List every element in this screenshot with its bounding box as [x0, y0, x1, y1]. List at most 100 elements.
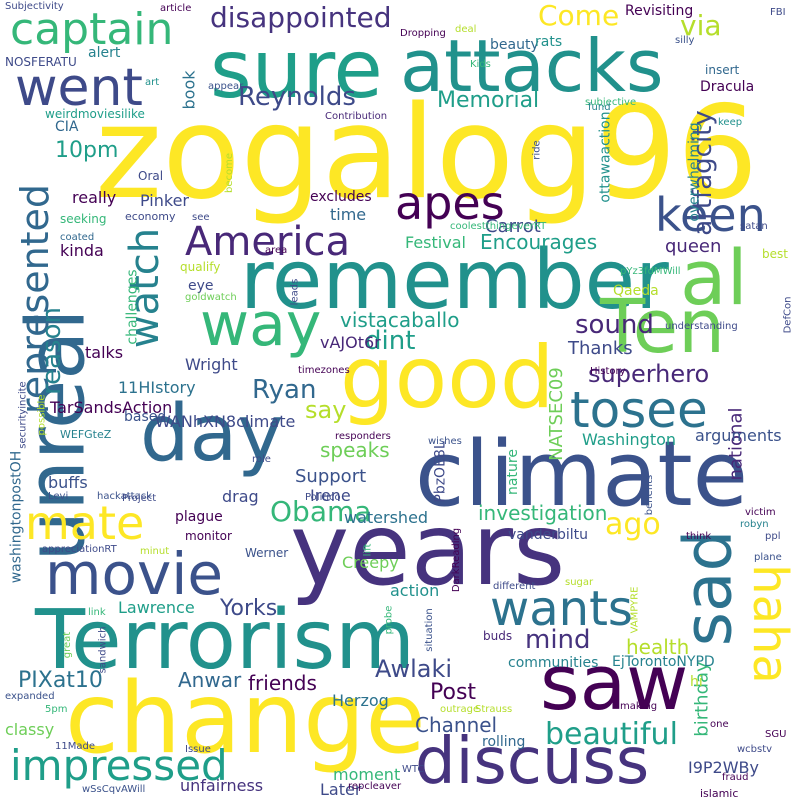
cloud-word: keep — [718, 117, 743, 128]
cloud-word: speaks — [320, 438, 390, 462]
cloud-word: see — [192, 212, 210, 223]
cloud-word: arguments — [695, 426, 782, 445]
cloud-word: VAMPYRE — [629, 586, 641, 634]
cloud-word: communities — [508, 655, 599, 671]
cloud-word: area — [265, 245, 288, 256]
cloud-word: Irene — [310, 486, 351, 505]
cloud-word: haha — [741, 564, 798, 684]
cloud-word: plague — [175, 509, 223, 525]
cloud-word: moment — [333, 765, 401, 784]
cloud-word: possible — [36, 394, 48, 436]
cloud-word: repcleaver — [348, 781, 402, 792]
cloud-word: plane — [754, 552, 782, 563]
cloud-word: watershed — [344, 508, 429, 527]
cloud-word: hi — [690, 674, 703, 690]
cloud-word: wants — [490, 581, 633, 637]
cloud-word: time — [330, 205, 367, 224]
cloud-word: alert — [88, 45, 121, 61]
cloud-word: washingtonpostOH — [8, 450, 25, 584]
cloud-word: way — [200, 290, 322, 360]
cloud-word: art — [145, 77, 160, 88]
cloud-word: goldwatch — [185, 292, 237, 303]
cloud-word: ppl — [765, 531, 781, 542]
cloud-word: subjective — [585, 97, 637, 108]
cloud-word: WTC — [402, 764, 425, 775]
cloud-word: day — [140, 389, 284, 479]
cloud-word: mind — [525, 625, 591, 655]
cloud-word: situation — [423, 608, 435, 652]
cloud-word: saw — [540, 638, 689, 727]
cloud-word: nature — [504, 449, 521, 495]
cloud-word: apes — [395, 176, 505, 230]
cloud-word: victim — [745, 507, 776, 518]
cloud-word: coolestthingeverRT — [450, 221, 547, 232]
cloud-word: outrage — [440, 704, 480, 715]
cloud-word: buds — [483, 629, 513, 643]
cloud-word: best — [762, 247, 788, 261]
cloud-word: CIA — [55, 119, 79, 135]
cloud-word: wishes — [428, 436, 462, 447]
cloud-word: appear — [208, 81, 244, 92]
cloud-word: sad — [669, 529, 747, 647]
cloud-word: WANhXN8climate — [155, 412, 296, 431]
cloud-word: Thanks — [568, 338, 633, 359]
cloud-word: Anwar — [178, 668, 242, 692]
cloud-word: change — [65, 662, 426, 776]
cloud-word: responders — [335, 431, 391, 442]
cloud-word: Oral — [138, 169, 164, 183]
cloud-word: Pinker — [140, 191, 189, 210]
cloud-word: challenges — [124, 269, 141, 345]
cloud-word: sound — [575, 310, 654, 340]
cloud-word: fund — [588, 102, 611, 113]
cloud-word: overwhelming — [686, 122, 703, 222]
cloud-word: Werner — [245, 546, 289, 560]
cloud-word: excludes — [310, 189, 372, 205]
cloud-word: silly — [675, 35, 695, 46]
cloud-word: Project — [122, 493, 157, 504]
cloud-word: 10pm — [55, 138, 119, 163]
cloud-word: 11Made — [55, 741, 95, 752]
cloud-word: timezones — [298, 365, 350, 376]
cloud-word: great — [62, 631, 74, 659]
cloud-word: Wright — [185, 355, 238, 374]
cloud-word: wcbstv — [737, 744, 773, 755]
cloud-word: NATSEC09 — [545, 367, 567, 461]
cloud-word: remember — [240, 233, 669, 328]
cloud-word: superhero — [588, 360, 710, 388]
cloud-word: qualify — [180, 260, 221, 274]
cloud-word: Revisiting — [625, 3, 694, 19]
cloud-word: benefits — [644, 474, 656, 516]
cloud-word: deal — [455, 24, 477, 35]
cloud-word: lift — [362, 543, 374, 557]
cloud-word: vanderbiltu — [508, 527, 589, 543]
cloud-word: PIXat10 — [18, 668, 103, 693]
cloud-word: eye — [188, 278, 214, 294]
cloud-word: went — [15, 58, 143, 118]
cloud-word: Ten — [600, 284, 726, 370]
cloud-word: mate — [25, 496, 145, 550]
cloud-word: Obama — [270, 495, 372, 528]
cloud-word: one — [710, 719, 729, 730]
cloud-word: unfairness — [180, 776, 264, 795]
cloud-word: 11HIstory — [118, 378, 196, 397]
cloud-word: classy — [5, 720, 55, 739]
cloud-word: link — [88, 607, 106, 618]
cloud-word: queen — [665, 236, 722, 257]
cloud-word: kinda — [60, 241, 104, 260]
cloud-word: action — [390, 581, 440, 600]
cloud-word: fraud — [722, 772, 749, 783]
cloud-word: I9P2WBy — [688, 758, 759, 777]
cloud-word: coated — [60, 232, 95, 243]
cloud-word: PbzOE8L — [432, 441, 449, 503]
cloud-word: Lawrence — [118, 598, 195, 617]
cloud-word: Levi — [48, 491, 69, 502]
cloud-word: EjTorontoNYPD — [612, 654, 715, 670]
cloud-word: Awlaki — [375, 655, 453, 683]
cloud-word: rolling — [482, 734, 526, 750]
cloud-word: movie — [45, 540, 224, 608]
cloud-word: Dracula — [700, 79, 755, 95]
cloud-word: CentralMountainPacific — [0, 262, 3, 378]
cloud-word: based — [124, 409, 167, 425]
cloud-word: keen — [655, 188, 766, 242]
